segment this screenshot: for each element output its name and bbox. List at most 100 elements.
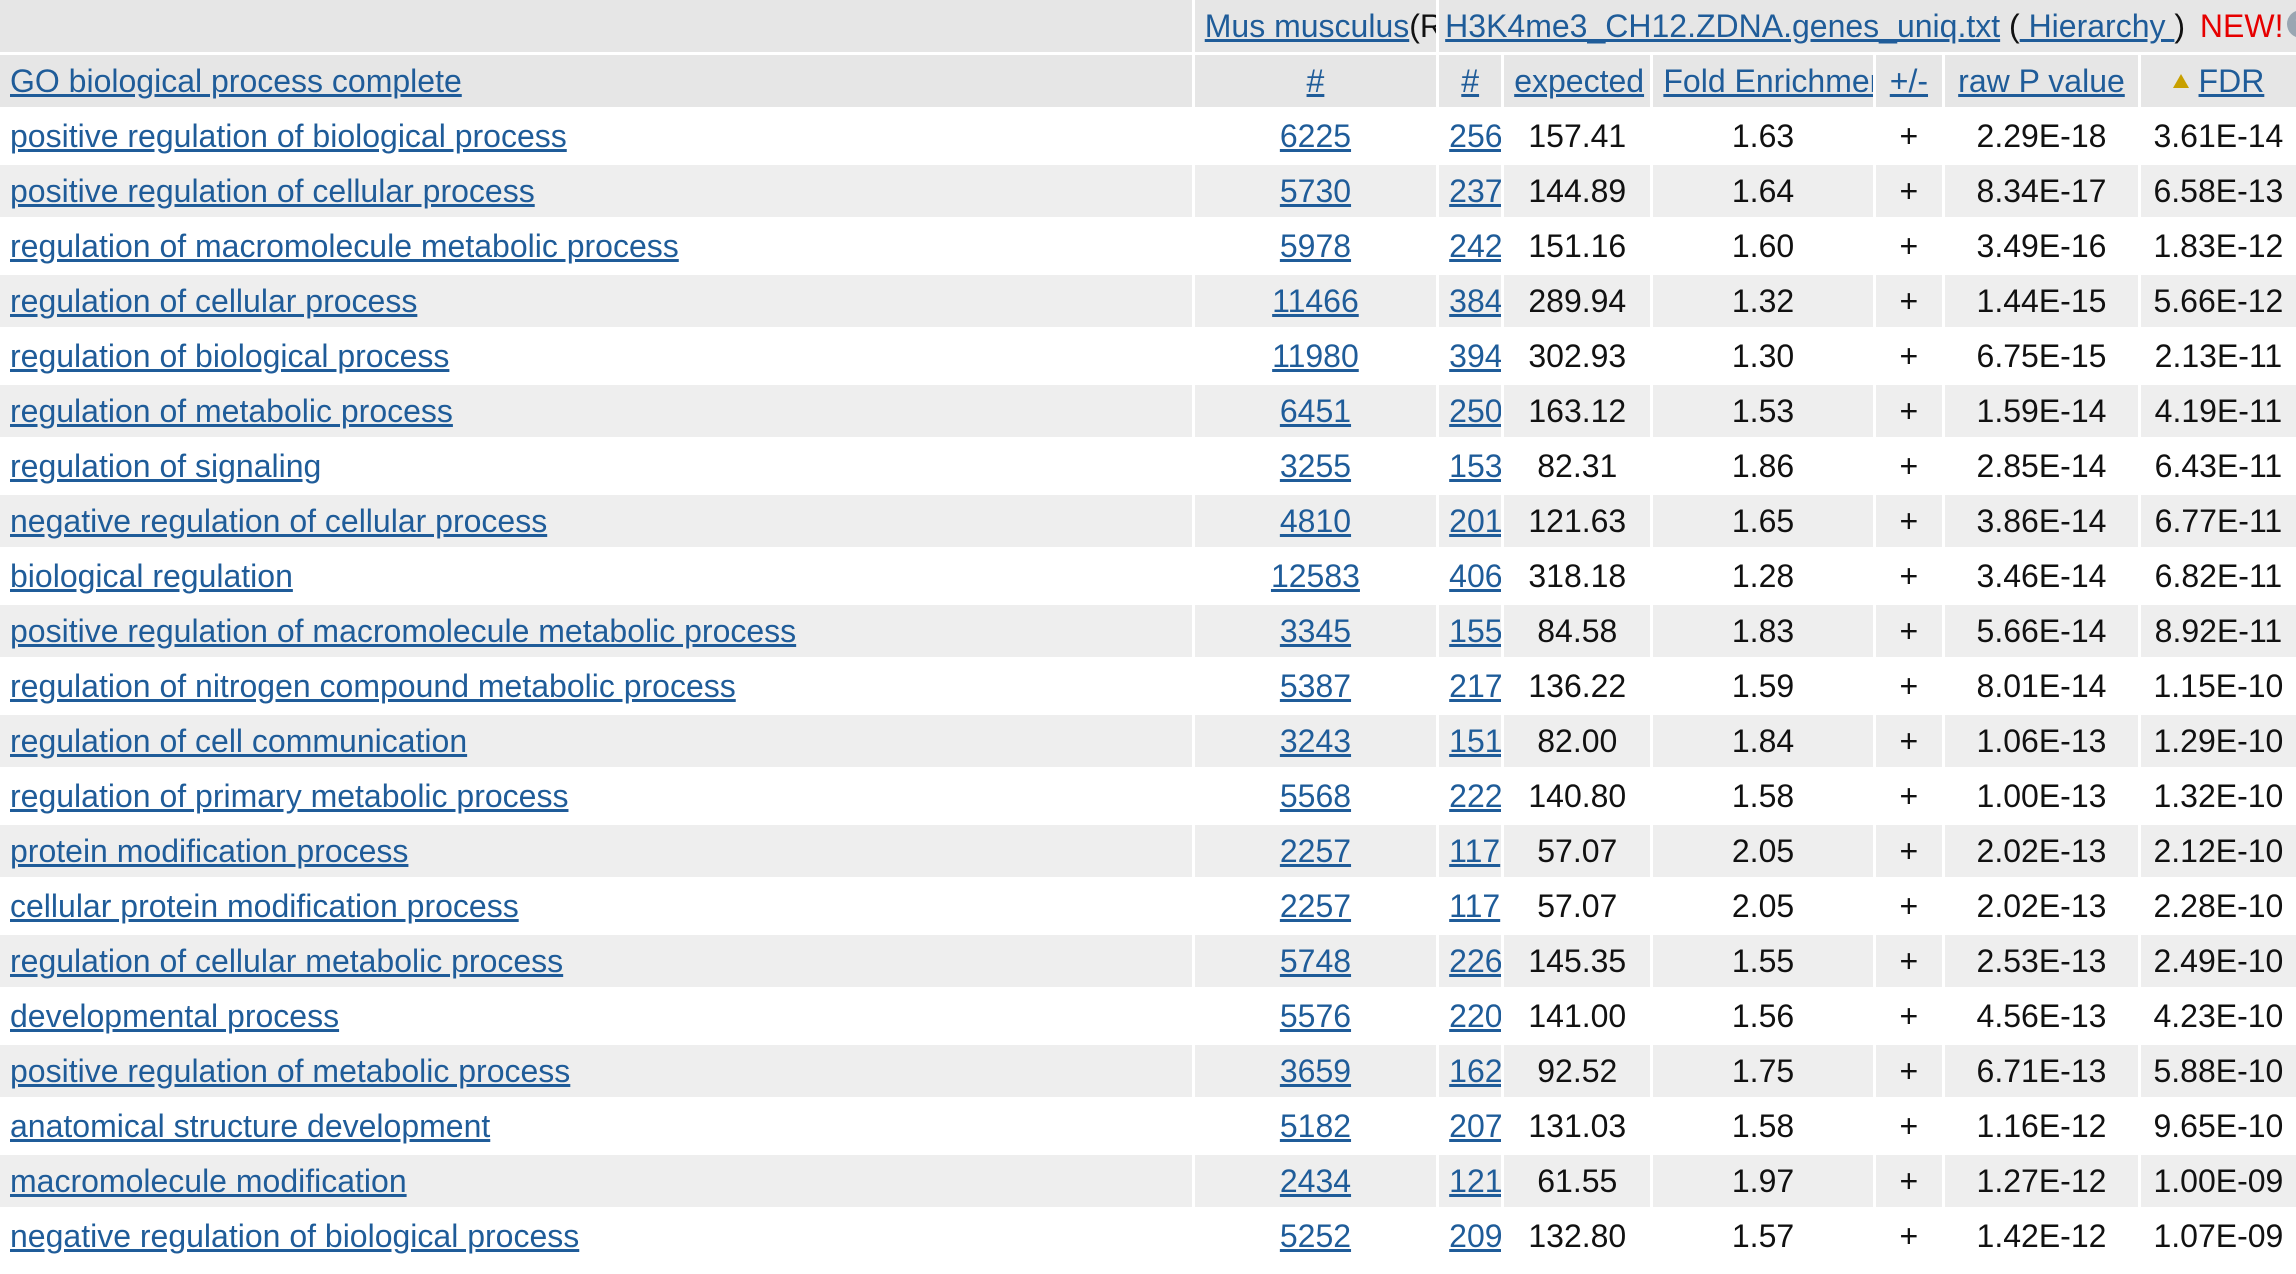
cell-gene-count-link[interactable]: 242	[1439, 220, 1502, 272]
reference-organism-link[interactable]: Mus musculus	[1204, 8, 1410, 44]
go-term-link[interactable]: regulation of cellular process	[10, 283, 418, 319]
sort-by-count-link[interactable]: #	[1461, 63, 1480, 99]
cell-gene-count-link[interactable]: 117	[1439, 825, 1502, 877]
ref-count-link[interactable]: 5576	[1279, 998, 1352, 1034]
cell-gene-count-link[interactable]: 121	[1439, 1155, 1502, 1207]
cell-go-term-link[interactable]: protein modification process	[0, 825, 1192, 877]
go-term-link[interactable]: regulation of macromolecule metabolic pr…	[10, 228, 679, 264]
help-icon[interactable]: ?	[2287, 10, 2296, 38]
gene-count-link[interactable]: 237	[1449, 173, 1502, 209]
ref-count-link[interactable]: 4810	[1279, 503, 1352, 539]
cell-ref-count-link[interactable]: 2257	[1194, 825, 1437, 877]
cell-ref-count-link[interactable]: 11466	[1194, 275, 1437, 327]
go-term-link[interactable]: regulation of metabolic process	[10, 393, 453, 429]
go-term-link[interactable]: anatomical structure development	[10, 1108, 491, 1144]
cell-go-term-link[interactable]: regulation of macromolecule metabolic pr…	[0, 220, 1192, 272]
gene-count-link[interactable]: 121	[1449, 1163, 1502, 1199]
gene-count-link[interactable]: 406	[1449, 558, 1502, 594]
gene-count-link[interactable]: 117	[1449, 833, 1501, 869]
cell-ref-count-link[interactable]: 6225	[1194, 110, 1437, 162]
cell-ref-count-link[interactable]: 3255	[1194, 440, 1437, 492]
cell-go-term-link[interactable]: anatomical structure development	[0, 1100, 1192, 1152]
gene-count-link[interactable]: 222	[1449, 778, 1502, 814]
cell-gene-count-link[interactable]: 237	[1439, 165, 1502, 217]
go-term-link[interactable]: protein modification process	[10, 833, 409, 869]
go-term-link[interactable]: regulation of primary metabolic process	[10, 778, 569, 814]
cell-gene-count-link[interactable]: 155	[1439, 605, 1502, 657]
ref-count-link[interactable]: 6451	[1279, 393, 1352, 429]
cell-ref-count-link[interactable]: 5252	[1194, 1210, 1437, 1262]
ref-count-link[interactable]: 5978	[1279, 228, 1352, 264]
cell-ref-count-link[interactable]: 11980	[1194, 330, 1437, 382]
ref-count-link[interactable]: 2257	[1279, 888, 1352, 924]
cell-go-term-link[interactable]: positive regulation of metabolic process	[0, 1045, 1192, 1097]
gene-count-link[interactable]: 394	[1449, 338, 1502, 374]
cell-ref-count-link[interactable]: 5576	[1194, 990, 1437, 1042]
gene-count-link[interactable]: 153	[1449, 448, 1502, 484]
ref-count-link[interactable]: 11980	[1272, 338, 1359, 374]
sort-by-expected-link[interactable]: expected	[1514, 63, 1645, 99]
cell-gene-count-link[interactable]: 222	[1439, 770, 1502, 822]
cell-gene-count-link[interactable]: 384	[1439, 275, 1502, 327]
cell-gene-count-link[interactable]: 153	[1439, 440, 1502, 492]
go-term-link[interactable]: regulation of nitrogen compound metaboli…	[10, 668, 736, 704]
cell-go-term-link[interactable]: regulation of nitrogen compound metaboli…	[0, 660, 1192, 712]
gene-count-link[interactable]: 217	[1449, 668, 1502, 704]
go-term-link[interactable]: positive regulation of macromolecule met…	[10, 613, 797, 649]
cell-ref-count-link[interactable]: 3243	[1194, 715, 1437, 767]
ref-count-link[interactable]: 3255	[1279, 448, 1352, 484]
sort-by-ref-count-link[interactable]: #	[1306, 63, 1325, 99]
cell-gene-count-link[interactable]: 256	[1439, 110, 1502, 162]
cell-gene-count-link[interactable]: 117	[1439, 880, 1502, 932]
gene-count-link[interactable]: 256	[1449, 118, 1502, 154]
col-header-direction[interactable]: +/-	[1875, 55, 1943, 107]
sort-by-fold-enrichment-link[interactable]: Fold Enrichment	[1663, 63, 1872, 99]
sort-by-category-link[interactable]: GO biological process complete	[10, 63, 462, 99]
cell-gene-count-link[interactable]: 406	[1439, 550, 1502, 602]
cell-ref-count-link[interactable]: 5978	[1194, 220, 1437, 272]
cell-go-term-link[interactable]: negative regulation of cellular process	[0, 495, 1192, 547]
go-term-link[interactable]: biological regulation	[10, 558, 293, 594]
gene-count-link[interactable]: 250	[1449, 393, 1502, 429]
ref-count-link[interactable]: 3243	[1279, 723, 1352, 759]
cell-gene-count-link[interactable]: 201	[1439, 495, 1502, 547]
ref-count-link[interactable]: 12583	[1270, 558, 1360, 594]
cell-ref-count-link[interactable]: 5568	[1194, 770, 1437, 822]
cell-go-term-link[interactable]: negative regulation of biological proces…	[0, 1210, 1192, 1262]
cell-go-term-link[interactable]: regulation of signaling	[0, 440, 1192, 492]
cell-go-term-link[interactable]: positive regulation of cellular process	[0, 165, 1192, 217]
gene-count-link[interactable]: 151	[1449, 723, 1502, 759]
ref-count-link[interactable]: 11466	[1272, 283, 1359, 319]
ref-count-link[interactable]: 5252	[1279, 1218, 1352, 1254]
cell-go-term-link[interactable]: regulation of biological process	[0, 330, 1192, 382]
cell-gene-count-link[interactable]: 217	[1439, 660, 1502, 712]
go-term-link[interactable]: regulation of cellular metabolic process	[10, 943, 564, 979]
sort-by-raw-p-link[interactable]: raw P value	[1958, 63, 2125, 99]
cell-go-term-link[interactable]: macromolecule modification	[0, 1155, 1192, 1207]
cell-ref-count-link[interactable]: 5730	[1194, 165, 1437, 217]
col-header-ref-count[interactable]: #	[1194, 55, 1437, 107]
cell-ref-count-link[interactable]: 2257	[1194, 880, 1437, 932]
col-header-raw-p[interactable]: raw P value	[1945, 55, 2138, 107]
go-term-link[interactable]: regulation of cell communication	[10, 723, 468, 759]
cell-ref-count-link[interactable]: 2434	[1194, 1155, 1437, 1207]
col-header-fdr[interactable]: FDR	[2140, 55, 2296, 107]
cell-gene-count-link[interactable]: 151	[1439, 715, 1502, 767]
gene-count-link[interactable]: 209	[1449, 1218, 1502, 1254]
cell-gene-count-link[interactable]: 207	[1439, 1100, 1502, 1152]
cell-go-term-link[interactable]: biological regulation	[0, 550, 1192, 602]
gene-count-link[interactable]: 220	[1449, 998, 1502, 1034]
go-term-link[interactable]: cellular protein modification process	[10, 888, 519, 924]
gene-count-link[interactable]: 201	[1449, 503, 1502, 539]
ref-count-link[interactable]: 6225	[1279, 118, 1352, 154]
go-term-link[interactable]: regulation of biological process	[10, 338, 450, 374]
cell-ref-count-link[interactable]: 12583	[1194, 550, 1437, 602]
col-header-count[interactable]: #	[1439, 55, 1502, 107]
go-term-link[interactable]: negative regulation of cellular process	[10, 503, 548, 539]
gene-count-link[interactable]: 207	[1449, 1108, 1502, 1144]
go-term-link[interactable]: positive regulation of biological proces…	[10, 118, 567, 154]
cell-gene-count-link[interactable]: 226	[1439, 935, 1502, 987]
cell-go-term-link[interactable]: regulation of primary metabolic process	[0, 770, 1192, 822]
cell-go-term-link[interactable]: regulation of cellular process	[0, 275, 1192, 327]
gene-count-link[interactable]: 117	[1449, 888, 1501, 924]
